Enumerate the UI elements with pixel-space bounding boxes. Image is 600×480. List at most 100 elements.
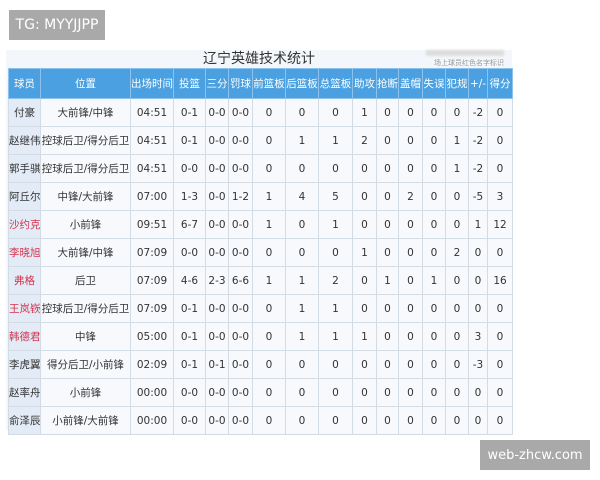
stat-cell: 0 bbox=[285, 238, 319, 267]
stat-cell: 0 bbox=[445, 182, 469, 211]
stat-cell: 0 bbox=[468, 378, 488, 407]
stat-cell: 大前锋/中锋 bbox=[40, 238, 131, 267]
stat-cell: 控球后卫/得分后卫 bbox=[40, 294, 131, 323]
stat-cell: 0 bbox=[376, 126, 399, 155]
stat-cell: 0 bbox=[352, 210, 377, 239]
stat-cell: 1 bbox=[318, 294, 353, 323]
stat-cell: 07:09 bbox=[130, 266, 174, 295]
stat-cell: 0-0 bbox=[228, 322, 253, 351]
stat-cell: 0 bbox=[252, 350, 286, 379]
stat-cell: 0 bbox=[487, 294, 513, 323]
player-name: 沙约克 bbox=[8, 210, 41, 239]
watermark-top-left: TG: MYYJJPP bbox=[9, 10, 105, 40]
stat-cell: 0 bbox=[445, 378, 469, 407]
stat-cell: 1-3 bbox=[173, 182, 206, 211]
stat-cell: 2 bbox=[398, 182, 423, 211]
stat-cell: 0-0 bbox=[228, 210, 253, 239]
stat-cell: 5 bbox=[318, 182, 353, 211]
stat-cell: 0 bbox=[285, 210, 319, 239]
table-row: 李晓旭 大前锋/中锋 07:09 0-0 0-0 0-0 0 0 0 1 0 0 0 2 0 0 bbox=[8, 238, 513, 267]
stat-cell: -3 bbox=[468, 350, 488, 379]
stat-cell: 0-1 bbox=[173, 98, 206, 127]
stat-cell: 控球后卫/得分后卫 bbox=[40, 154, 131, 183]
stat-cell: 0 bbox=[468, 406, 488, 435]
stat-cell: 2 bbox=[445, 238, 469, 267]
stat-cell: 0 bbox=[422, 238, 446, 267]
player-name: 李晓旭 bbox=[8, 238, 41, 267]
stat-cell: 1 bbox=[285, 322, 319, 351]
stat-cell: 0 bbox=[398, 126, 423, 155]
watermark-bottom-right: web-zhcw.com bbox=[480, 440, 590, 470]
stat-cell: 1 bbox=[422, 266, 446, 295]
stat-cell: 0 bbox=[285, 154, 319, 183]
table-row: 沙约克 小前锋 09:51 6-7 0-0 0-0 1 0 1 0 0 0 0 0 1 12 bbox=[8, 210, 513, 239]
stat-cell: 0 bbox=[398, 98, 423, 127]
table-row: 王岚嵚 控球后卫/得分后卫 07:09 0-1 0-0 0-0 0 1 1 0 0 0 0 0 0 0 bbox=[8, 294, 513, 323]
column-header: 位置 bbox=[40, 68, 131, 99]
stat-cell: 04:51 bbox=[130, 154, 174, 183]
player-name: 付豪 bbox=[8, 98, 41, 127]
column-header: 抢断 bbox=[376, 68, 399, 99]
stat-cell: 0 bbox=[252, 378, 286, 407]
column-header: 投篮 bbox=[173, 68, 206, 99]
stat-cell: 小前锋 bbox=[40, 210, 131, 239]
column-header: 得分 bbox=[487, 68, 513, 99]
stat-cell: 1 bbox=[318, 126, 353, 155]
column-header: 罚球 bbox=[228, 68, 253, 99]
stat-cell: 后卫 bbox=[40, 266, 131, 295]
stat-cell: 1 bbox=[376, 266, 399, 295]
stat-cell: 1-2 bbox=[228, 182, 253, 211]
table-row: 韩德君 中锋 05:00 0-1 0-0 0-0 0 1 1 1 0 0 0 0 3 0 bbox=[8, 322, 513, 351]
stat-cell: 0 bbox=[352, 294, 377, 323]
stat-cell: 0 bbox=[487, 98, 513, 127]
table-row: 赵继伟 控球后卫/得分后卫 04:51 0-1 0-0 0-0 0 1 1 2 0 0 0 1 -2 0 bbox=[8, 126, 513, 155]
stat-cell: 1 bbox=[318, 210, 353, 239]
stat-cell: 0 bbox=[422, 98, 446, 127]
stat-cell: 1 bbox=[468, 210, 488, 239]
stat-cell: 0 bbox=[285, 350, 319, 379]
stat-cell: 0 bbox=[352, 182, 377, 211]
stat-cell: 0 bbox=[398, 406, 423, 435]
stat-cell: 6-7 bbox=[173, 210, 206, 239]
stat-cell: 3 bbox=[487, 182, 513, 211]
stat-cell: 04:51 bbox=[130, 126, 174, 155]
stat-cell: 0 bbox=[352, 406, 377, 435]
column-header: 前篮板 bbox=[252, 68, 286, 99]
stat-cell: 0-1 bbox=[173, 350, 206, 379]
stat-cell: 02:09 bbox=[130, 350, 174, 379]
stat-cell: 0 bbox=[422, 350, 446, 379]
column-header: 三分 bbox=[205, 68, 229, 99]
stat-cell: 1 bbox=[285, 266, 319, 295]
stat-cell: 0 bbox=[398, 154, 423, 183]
stat-cell: 0 bbox=[398, 266, 423, 295]
stat-cell: 1 bbox=[445, 154, 469, 183]
stat-cell: 0 bbox=[285, 406, 319, 435]
stat-cell: 07:00 bbox=[130, 182, 174, 211]
column-header: 出场时间 bbox=[130, 68, 174, 99]
stat-cell: 0 bbox=[318, 238, 353, 267]
column-header: 盖帽 bbox=[398, 68, 423, 99]
stat-cell: 0 bbox=[376, 350, 399, 379]
stat-cell: 0 bbox=[422, 126, 446, 155]
stat-cell: 0 bbox=[376, 378, 399, 407]
stat-cell: 16 bbox=[487, 266, 513, 295]
stat-cell: 大前锋/中锋 bbox=[40, 98, 131, 127]
stat-cell: 04:51 bbox=[130, 98, 174, 127]
stat-cell: 0-0 bbox=[173, 378, 206, 407]
stat-cell: 0 bbox=[285, 378, 319, 407]
stat-cell: 0 bbox=[422, 322, 446, 351]
legend-note: 场上球员红色名字标识 bbox=[426, 48, 504, 68]
stat-cell: 6-6 bbox=[228, 266, 253, 295]
stat-cell: 1 bbox=[252, 182, 286, 211]
stat-cell: 0 bbox=[445, 266, 469, 295]
table-row: 阿丘尔 中锋/大前锋 07:00 1-3 0-0 1-2 1 4 5 0 0 2 0 0 -5 3 bbox=[8, 182, 513, 211]
stat-cell: 05:00 bbox=[130, 322, 174, 351]
stat-cell: 0-0 bbox=[205, 182, 229, 211]
stat-cell: 0-1 bbox=[173, 126, 206, 155]
stat-cell: 0 bbox=[487, 378, 513, 407]
stat-cell: 0-0 bbox=[228, 154, 253, 183]
stat-cell: 0 bbox=[285, 98, 319, 127]
stat-cell: 0 bbox=[445, 98, 469, 127]
stat-cell: -5 bbox=[468, 182, 488, 211]
stat-cell: 0 bbox=[487, 350, 513, 379]
